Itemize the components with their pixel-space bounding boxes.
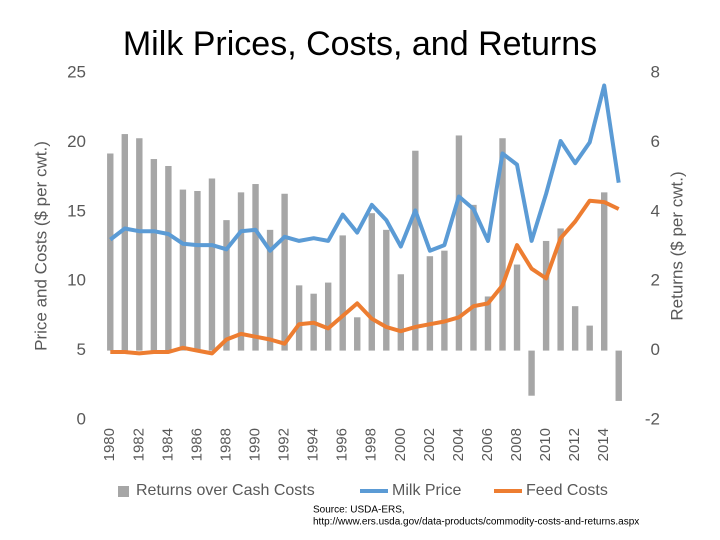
bar (179, 189, 187, 351)
bar (266, 229, 274, 351)
x-tick-label: 2000 (392, 428, 409, 461)
bar (557, 228, 564, 351)
x-tick-label: 1984 (159, 428, 176, 461)
bar (383, 229, 390, 351)
bar (121, 134, 128, 351)
y2-tick-label: 2 (651, 271, 660, 290)
x-tick-label: 2010 (537, 428, 554, 461)
x-tick-label: 1986 (188, 428, 205, 461)
y2-axis-label: Returns ($ per cwt.) (667, 171, 686, 320)
legend-label: Returns over Cash Costs (136, 482, 315, 499)
bar (150, 159, 158, 351)
x-tick-label: 2012 (566, 428, 583, 461)
y2-tick-label: 6 (651, 132, 660, 151)
bar (208, 178, 216, 351)
bar (281, 193, 288, 351)
bar (513, 264, 521, 351)
x-tick-label: 2014 (595, 428, 612, 461)
x-tick-label: 1996 (334, 428, 351, 461)
y2-tick-label: 4 (651, 201, 660, 220)
bar (441, 250, 448, 351)
legend-label: Feed Costs (526, 482, 608, 499)
bar (484, 296, 492, 351)
bar (571, 306, 579, 351)
bar (223, 220, 230, 351)
y-tick-label: 20 (67, 132, 86, 151)
bar (295, 285, 303, 351)
bar (499, 138, 506, 351)
y2-tick-label: -2 (645, 409, 660, 428)
bar (426, 256, 434, 351)
y-tick-label: 15 (67, 201, 86, 220)
bar (368, 213, 375, 351)
line (110, 198, 620, 356)
y-tick-label: 10 (67, 271, 86, 290)
bar (354, 317, 361, 351)
bar (136, 138, 143, 351)
x-tick-label: 1982 (130, 428, 147, 461)
bar (586, 325, 593, 351)
y-tick-label: 0 (77, 409, 86, 428)
x-tick-label: 1998 (363, 428, 380, 461)
chart-title: Milk Prices, Costs, and Returns (123, 25, 597, 63)
x-tick-label: 1990 (247, 428, 264, 461)
bar (542, 240, 550, 351)
bar (601, 192, 608, 351)
bar (339, 235, 346, 351)
x-tick-label: 2008 (508, 428, 525, 461)
y2-tick-label: 8 (651, 62, 660, 81)
y-tick-label: 25 (67, 62, 86, 81)
bar (324, 282, 332, 351)
bar (237, 192, 245, 351)
bar (615, 350, 622, 401)
bar (194, 190, 201, 351)
y-axis-label: Price and Costs ($ per cwt.) (31, 141, 50, 351)
bar (107, 153, 114, 351)
x-tick-label: 2006 (479, 428, 496, 461)
source-text: Source: USDA-ERS, (313, 505, 405, 516)
line (109, 83, 621, 253)
bar (412, 150, 419, 351)
bar (455, 135, 463, 351)
x-tick-label: 1988 (217, 428, 234, 461)
bar (252, 184, 259, 351)
bar (470, 204, 477, 351)
bar (528, 350, 535, 396)
x-tick-label: 1994 (305, 428, 322, 461)
legend-label: Milk Price (392, 482, 461, 499)
x-tick-label: 2004 (450, 428, 467, 461)
legend-swatch (118, 486, 129, 497)
x-tick-label: 1992 (276, 428, 293, 461)
y-tick-label: 5 (77, 340, 86, 359)
x-tick-label: 2002 (421, 428, 438, 461)
bar (165, 165, 172, 351)
bar (397, 274, 405, 351)
x-tick-label: 1980 (101, 428, 118, 461)
source-text: http://www.ers.usda.gov/data-products/co… (313, 517, 639, 528)
y2-tick-label: 0 (651, 340, 660, 359)
